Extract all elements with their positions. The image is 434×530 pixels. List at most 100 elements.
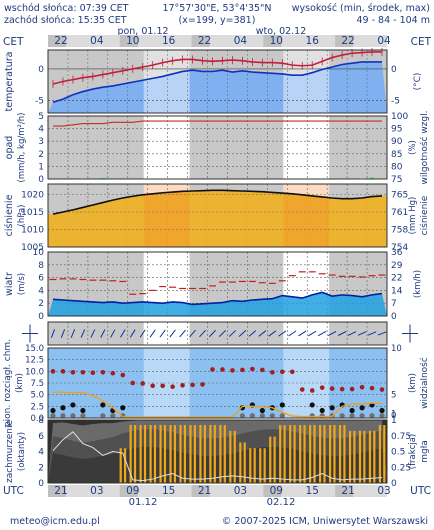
fog-cloud-point	[279, 413, 285, 419]
cloud-right-unit: (frakcja)	[408, 434, 418, 470]
cloudbase-day-0	[143, 348, 190, 418]
wind-direction-arrow	[248, 330, 257, 337]
cloud-base-point	[349, 386, 355, 392]
fog-cloud-point	[50, 413, 56, 419]
fog-bar	[199, 425, 202, 483]
top-hour-tick-label: 16	[306, 35, 320, 47]
wind-direction-arrow	[90, 329, 96, 338]
bottom-hour-tick-label: 15	[162, 485, 175, 497]
cloudbase-left-title: pion. rozciągł. chm.	[3, 339, 13, 427]
fog-bar	[273, 436, 276, 483]
cloud-base-point	[250, 366, 255, 372]
fog-bar	[289, 425, 292, 483]
top-hour-cell	[48, 35, 66, 47]
cloud-base-point	[329, 386, 335, 391]
wind-panel-left-tick: 8	[38, 261, 44, 271]
footer-email-link[interactable]: meteo@icm.edu.pl	[10, 516, 100, 527]
precip-bar	[80, 178, 85, 179]
wind-direction-arrow	[298, 330, 307, 337]
temp-right-tick: 0	[391, 65, 397, 75]
cloud-base-point	[270, 369, 275, 375]
cloud-base-point	[339, 386, 345, 392]
fog-bar	[363, 430, 366, 483]
cloudbase-right-unit: (km)	[408, 373, 418, 393]
wind-panel-left-tick: 0	[38, 312, 44, 322]
cloud-panel-left-tick: 6	[38, 432, 44, 442]
humidity-line	[52, 120, 383, 127]
elevation-values: 49 - 84 - 104 m	[356, 15, 430, 26]
fog-bar	[259, 448, 262, 483]
wind-panel-left-tick: 4	[38, 286, 44, 296]
wind-direction-arrow	[199, 329, 206, 338]
bottom-hour-tick-label: 15	[306, 485, 319, 497]
fog-bar	[249, 448, 252, 483]
fog-bar	[153, 425, 157, 483]
visibility-line	[52, 391, 383, 418]
cloud-right-title: mgła	[420, 440, 430, 463]
low-cloud-point	[309, 402, 315, 408]
fog-bar	[353, 430, 356, 483]
top-timezone-label: CET	[3, 36, 24, 48]
fog-cloud-point	[359, 413, 365, 419]
wind-direction-arrow	[377, 331, 387, 336]
cloudbase-right-tick: 5	[391, 391, 396, 401]
cloud-left-unit: (oktanty)	[17, 432, 27, 471]
winddir-panel-night	[48, 322, 387, 345]
fog-bar	[123, 448, 127, 483]
day-label-1: pon, 01.12	[117, 26, 168, 37]
cloud-panel-right-tick: 1	[391, 416, 397, 426]
bottom-hour-cell	[119, 485, 138, 497]
precip-panel-left-tick: 5	[38, 112, 44, 122]
fog-bar	[139, 425, 142, 483]
fog-bar	[129, 425, 132, 483]
wind-panel-right-tick: 29	[391, 261, 403, 271]
wind-direction-arrow	[80, 329, 86, 338]
fog-bar	[119, 448, 122, 483]
wind-direction-arrow	[337, 331, 347, 336]
fog-bar	[149, 425, 152, 483]
wind-direction-arrow	[308, 330, 317, 337]
wind-panel-right-tick: 0	[391, 312, 397, 322]
temperature-line	[52, 51, 383, 85]
temp-frame	[47, 49, 388, 114]
low-cloud-point	[319, 407, 325, 414]
cloud-base-point	[100, 369, 106, 375]
cloud-base-point	[80, 369, 86, 375]
wind-panel-right-tick: 14	[391, 286, 403, 296]
fog-bar	[323, 425, 326, 483]
wind-direction-arrow	[367, 331, 377, 336]
precip-panel-left-tick: 0	[38, 175, 44, 185]
precip-panel-right-tick: 75	[391, 175, 402, 185]
cloud-base-point	[160, 383, 165, 389]
bottom-hour-tick-label: 09	[126, 485, 139, 497]
fog-bar	[193, 425, 196, 483]
day-label-2: wto, 02.12	[256, 26, 307, 37]
bottom-hour-tick-label: 21	[198, 485, 211, 497]
cloud-base-point	[180, 383, 185, 388]
wind-direction-arrow	[129, 329, 136, 338]
wind-direction-arrow	[110, 329, 116, 338]
top-hour-tick-label: 22	[198, 35, 211, 47]
bottom-hour-tick-label: 21	[341, 485, 354, 497]
fog-bar	[253, 448, 256, 483]
wind-direction-arrow	[120, 329, 126, 338]
fog-bar	[203, 425, 206, 483]
wind-direction-arrow	[159, 329, 166, 338]
top-hour-tick-label: 04	[90, 35, 104, 47]
top-hour-tick-label: 10	[126, 35, 139, 47]
fog-bar	[303, 425, 306, 483]
fog-bar	[263, 448, 266, 483]
pressure-panel-left-title: ciśnienie	[4, 194, 15, 236]
fog-bar	[279, 425, 282, 483]
bottom-day-label-1: 01.12	[129, 497, 158, 508]
pressure-panel-left-tick: 1015	[21, 208, 44, 218]
precip-panel-right-tick: 90	[391, 137, 403, 147]
pressure-panel-right-tick: 758	[391, 226, 408, 236]
cloudbase-left-tick: 15.0	[25, 344, 44, 354]
low-cloud-point	[120, 405, 126, 411]
precip-panel-left-tick: 3	[38, 137, 44, 147]
fog-bar	[343, 425, 346, 483]
pressure-panel-right-tick: 761	[391, 208, 408, 218]
cloud-layer-2	[48, 446, 387, 483]
fog-bar	[368, 430, 372, 483]
